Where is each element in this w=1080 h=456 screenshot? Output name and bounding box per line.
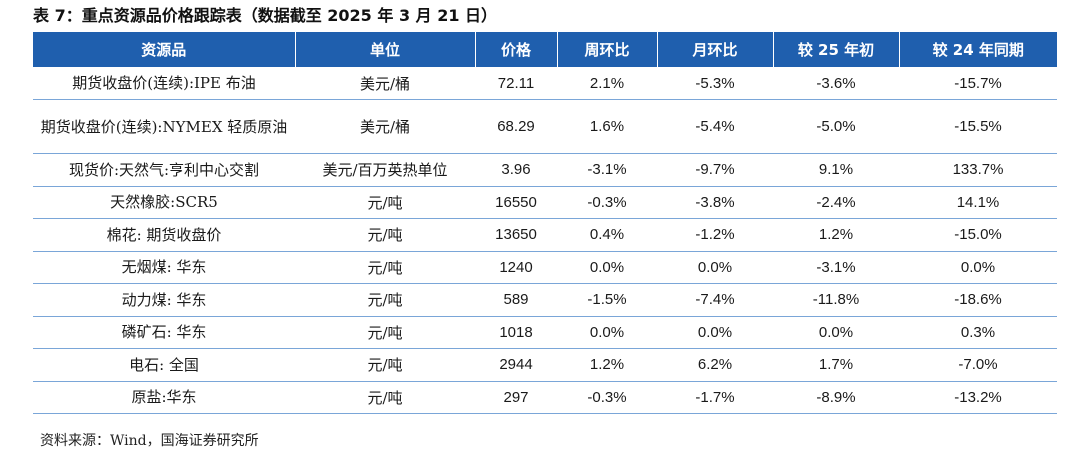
cell-unit: 元/吨 bbox=[295, 348, 475, 382]
cell-yoy-change: -13.2% bbox=[899, 381, 1057, 414]
cell-ytd-change: 0.0% bbox=[773, 316, 899, 349]
cell-resource: 原盐:华东 bbox=[33, 381, 295, 414]
cell-month-change: -5.3% bbox=[657, 67, 773, 100]
header-yoy-change: 较 24 年同期 bbox=[899, 32, 1057, 67]
cell-unit: 元/吨 bbox=[295, 381, 475, 414]
cell-yoy-change: -15.7% bbox=[899, 67, 1057, 100]
cell-month-change: -5.4% bbox=[657, 99, 773, 154]
cell-yoy-change: -15.5% bbox=[899, 99, 1057, 154]
cell-unit: 美元/百万英热单位 bbox=[295, 153, 475, 187]
cell-resource: 棉花: 期货收盘价 bbox=[33, 218, 295, 252]
table-header-row: 资源品 单位 价格 周环比 月环比 较 25 年初 较 24 年同期 bbox=[33, 32, 1057, 67]
cell-month-change: -3.8% bbox=[657, 186, 773, 219]
cell-month-change: 0.0% bbox=[657, 251, 773, 284]
cell-resource: 磷矿石: 华东 bbox=[33, 316, 295, 349]
table-row: 现货价:天然气:亨利中心交割 美元/百万英热单位 3.96 -3.1% -9.7… bbox=[33, 153, 1057, 187]
cell-unit: 元/吨 bbox=[295, 316, 475, 349]
cell-price: 68.29 bbox=[475, 99, 557, 154]
cell-week-change: 2.1% bbox=[557, 67, 657, 100]
cell-unit: 元/吨 bbox=[295, 218, 475, 252]
table-row: 天然橡胶:SCR5 元/吨 16550 -0.3% -3.8% -2.4% 14… bbox=[33, 186, 1057, 219]
table-row: 动力煤: 华东 元/吨 589 -1.5% -7.4% -11.8% -18.6… bbox=[33, 283, 1057, 317]
header-week-change: 周环比 bbox=[557, 32, 658, 67]
table-row: 电石: 全国 元/吨 2944 1.2% 6.2% 1.7% -7.0% bbox=[33, 348, 1057, 382]
cell-week-change: -3.1% bbox=[557, 153, 657, 187]
cell-price: 1018 bbox=[475, 316, 557, 349]
cell-ytd-change: 1.7% bbox=[773, 348, 899, 382]
cell-price: 13650 bbox=[475, 218, 557, 252]
cell-resource: 现货价:天然气:亨利中心交割 bbox=[33, 153, 295, 187]
cell-ytd-change: -3.6% bbox=[773, 67, 899, 100]
cell-week-change: 0.0% bbox=[557, 316, 657, 349]
table-row: 期货收盘价(连续):IPE 布油 美元/桶 72.11 2.1% -5.3% -… bbox=[33, 67, 1057, 100]
cell-price: 3.96 bbox=[475, 153, 557, 187]
table-row: 棉花: 期货收盘价 元/吨 13650 0.4% -1.2% 1.2% -15.… bbox=[33, 218, 1057, 252]
cell-yoy-change: 0.0% bbox=[899, 251, 1057, 284]
cell-price: 2944 bbox=[475, 348, 557, 382]
cell-ytd-change: 1.2% bbox=[773, 218, 899, 252]
cell-resource: 期货收盘价(连续):NYMEX 轻质原油 bbox=[33, 99, 295, 154]
cell-week-change: 0.0% bbox=[557, 251, 657, 284]
cell-ytd-change: -3.1% bbox=[773, 251, 899, 284]
cell-week-change: -1.5% bbox=[557, 283, 657, 317]
cell-resource: 无烟煤: 华东 bbox=[33, 251, 295, 284]
cell-week-change: 1.2% bbox=[557, 348, 657, 382]
cell-week-change: 0.4% bbox=[557, 218, 657, 252]
cell-price: 1240 bbox=[475, 251, 557, 284]
cell-unit: 美元/桶 bbox=[295, 67, 475, 100]
header-price: 价格 bbox=[475, 32, 558, 67]
source-note: 资料来源：Wind，国海证券研究所 bbox=[40, 433, 259, 449]
cell-resource: 期货收盘价(连续):IPE 布油 bbox=[33, 67, 295, 100]
cell-yoy-change: 133.7% bbox=[899, 153, 1057, 187]
cell-yoy-change: 0.3% bbox=[899, 316, 1057, 349]
cell-resource: 电石: 全国 bbox=[33, 348, 295, 382]
header-resource: 资源品 bbox=[33, 32, 296, 67]
cell-unit: 元/吨 bbox=[295, 251, 475, 284]
table-row: 期货收盘价(连续):NYMEX 轻质原油 美元/桶 68.29 1.6% -5.… bbox=[33, 99, 1057, 154]
cell-yoy-change: -18.6% bbox=[899, 283, 1057, 317]
table-title: 表 7：重点资源品价格跟踪表（数据截至 2025 年 3 月 21 日） bbox=[33, 6, 498, 25]
cell-week-change: -0.3% bbox=[557, 186, 657, 219]
cell-unit: 元/吨 bbox=[295, 186, 475, 219]
cell-yoy-change: -15.0% bbox=[899, 218, 1057, 252]
cell-unit: 美元/桶 bbox=[295, 99, 475, 154]
cell-ytd-change: -8.9% bbox=[773, 381, 899, 414]
cell-price: 16550 bbox=[475, 186, 557, 219]
cell-month-change: -9.7% bbox=[657, 153, 773, 187]
cell-month-change: -1.7% bbox=[657, 381, 773, 414]
cell-month-change: -7.4% bbox=[657, 283, 773, 317]
cell-ytd-change: 9.1% bbox=[773, 153, 899, 187]
cell-price: 589 bbox=[475, 283, 557, 317]
cell-week-change: -0.3% bbox=[557, 381, 657, 414]
cell-month-change: 0.0% bbox=[657, 316, 773, 349]
cell-price: 297 bbox=[475, 381, 557, 414]
table-row: 磷矿石: 华东 元/吨 1018 0.0% 0.0% 0.0% 0.3% bbox=[33, 316, 1057, 349]
header-month-change: 月环比 bbox=[657, 32, 774, 67]
cell-resource: 动力煤: 华东 bbox=[33, 283, 295, 317]
cell-month-change: -1.2% bbox=[657, 218, 773, 252]
resource-price-table: 资源品 单位 价格 周环比 月环比 较 25 年初 较 24 年同期 期货收盘价… bbox=[33, 32, 1057, 414]
cell-yoy-change: -7.0% bbox=[899, 348, 1057, 382]
cell-month-change: 6.2% bbox=[657, 348, 773, 382]
cell-unit: 元/吨 bbox=[295, 283, 475, 317]
cell-ytd-change: -11.8% bbox=[773, 283, 899, 317]
cell-resource: 天然橡胶:SCR5 bbox=[33, 186, 295, 219]
cell-ytd-change: -2.4% bbox=[773, 186, 899, 219]
header-ytd-change: 较 25 年初 bbox=[773, 32, 900, 67]
cell-yoy-change: 14.1% bbox=[899, 186, 1057, 219]
cell-price: 72.11 bbox=[475, 67, 557, 100]
table-row: 原盐:华东 元/吨 297 -0.3% -1.7% -8.9% -13.2% bbox=[33, 381, 1057, 414]
cell-ytd-change: -5.0% bbox=[773, 99, 899, 154]
cell-week-change: 1.6% bbox=[557, 99, 657, 154]
header-unit: 单位 bbox=[295, 32, 476, 67]
table-row: 无烟煤: 华东 元/吨 1240 0.0% 0.0% -3.1% 0.0% bbox=[33, 251, 1057, 284]
